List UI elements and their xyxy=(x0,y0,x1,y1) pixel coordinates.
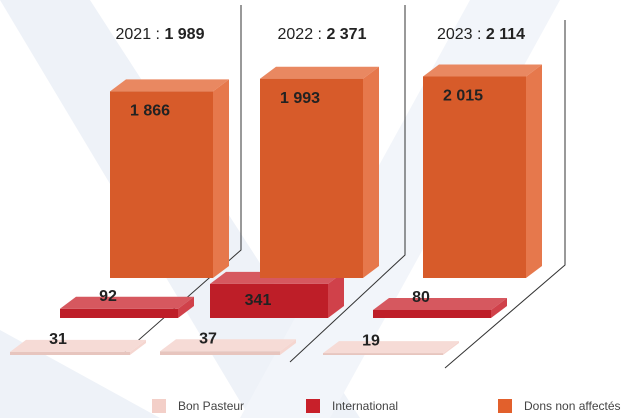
header-total: 2 114 xyxy=(486,26,525,43)
value-label: 341 xyxy=(245,292,272,309)
bar-side xyxy=(443,341,459,355)
value-label: 1 866 xyxy=(130,103,170,120)
value-label: 92 xyxy=(99,288,117,305)
bar-top xyxy=(373,298,507,310)
bar-front xyxy=(210,283,328,318)
bar-front xyxy=(60,308,178,318)
bar-top xyxy=(423,64,542,77)
bar-side xyxy=(280,339,296,355)
legend-swatch xyxy=(498,399,512,413)
bar-front xyxy=(160,351,280,355)
bar-front xyxy=(10,351,130,355)
header-year: 2021 xyxy=(116,26,152,43)
bar xyxy=(260,66,379,278)
bar-side xyxy=(328,271,344,318)
bar-front xyxy=(323,353,443,355)
value-label: 19 xyxy=(362,332,380,349)
value-label: 1 993 xyxy=(280,90,320,107)
header-separator: : xyxy=(151,26,164,43)
bar-side xyxy=(363,66,379,278)
bar xyxy=(60,296,194,318)
bar xyxy=(10,339,146,355)
legend-swatch xyxy=(306,399,320,413)
bar-side xyxy=(178,296,194,318)
header-separator: : xyxy=(313,26,326,43)
bar-side xyxy=(491,298,507,318)
header-total: 2 371 xyxy=(326,26,366,43)
legend-label: Dons non affectés xyxy=(524,399,621,413)
bar-front xyxy=(260,78,363,278)
header-separator: : xyxy=(473,26,486,43)
bar-top xyxy=(160,339,296,352)
bar xyxy=(323,341,459,355)
legend-label: Bon Pasteur xyxy=(178,399,244,413)
bar-front xyxy=(423,76,526,278)
header-year: 2023 xyxy=(437,26,473,43)
legend-swatch xyxy=(152,399,166,413)
bar-top xyxy=(60,296,194,309)
bar-top xyxy=(110,79,229,92)
bar-side xyxy=(130,339,146,355)
bar-side xyxy=(213,79,229,279)
value-label: 2 015 xyxy=(443,88,483,105)
legend-label: International xyxy=(332,399,398,413)
value-label: 31 xyxy=(49,331,67,348)
bar-side xyxy=(526,64,542,278)
bar xyxy=(160,339,296,355)
value-label: 37 xyxy=(199,331,217,348)
column-header: 2022 : 2 371 xyxy=(278,26,367,43)
bar xyxy=(423,64,542,278)
column-header: 2023 : 2 114 xyxy=(437,26,525,43)
value-label: 80 xyxy=(412,289,430,306)
bar xyxy=(110,79,229,279)
bar-top xyxy=(260,66,379,79)
bar-front xyxy=(110,91,213,279)
bar-top xyxy=(323,341,459,354)
bar-top xyxy=(10,339,146,352)
bar xyxy=(210,271,344,318)
column-header: 2021 : 1 989 xyxy=(116,26,205,43)
bar xyxy=(373,298,507,318)
header-total: 1 989 xyxy=(164,26,204,43)
header-year: 2022 xyxy=(278,26,314,43)
bar-front xyxy=(373,310,491,318)
